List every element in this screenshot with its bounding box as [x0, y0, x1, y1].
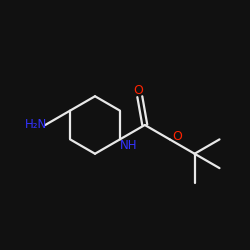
- Text: O: O: [172, 130, 182, 143]
- Text: O: O: [134, 84, 143, 97]
- Text: H₂N: H₂N: [25, 118, 48, 132]
- Text: NH: NH: [120, 139, 138, 152]
